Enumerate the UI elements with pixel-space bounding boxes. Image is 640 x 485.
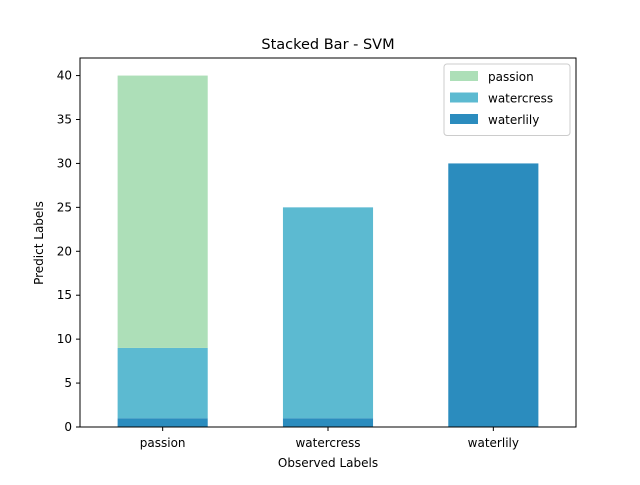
legend-label-watercress: watercress (488, 92, 553, 106)
y-tick-label: 35 (57, 113, 72, 127)
y-tick-label: 40 (57, 69, 72, 83)
y-tick-label: 30 (57, 156, 72, 170)
y-tick-label: 0 (64, 420, 72, 434)
x-tick-label: passion (140, 436, 186, 450)
bar-waterlily-passion (117, 418, 208, 427)
y-axis-label: Predict Labels (32, 201, 46, 285)
x-tick-label: waterlily (468, 436, 519, 450)
y-tick-label: 10 (57, 332, 72, 346)
legend-swatch-waterlily (450, 114, 478, 124)
bar-watercress-passion (117, 347, 208, 419)
legend-label-passion: passion (488, 70, 534, 84)
legend: passion watercress waterlily (443, 63, 571, 136)
legend-label-waterlily: waterlily (488, 113, 539, 127)
y-tick-label: 20 (57, 244, 72, 258)
bar-passion-passion (117, 75, 208, 348)
y-tick-label: 5 (64, 376, 72, 390)
y-tick-label: 25 (57, 200, 72, 214)
bar-waterlily-watercress (282, 418, 374, 427)
bar-waterlily-waterlily (448, 163, 539, 427)
y-tick-label: 15 (57, 288, 72, 302)
x-tick-label: watercress (295, 436, 360, 450)
bar-watercress-watercress (282, 207, 374, 419)
chart-title: Stacked Bar - SVM (261, 37, 394, 53)
legend-swatch-watercress (450, 92, 478, 103)
x-axis-label: Observed Labels (278, 456, 378, 470)
axes-layer: 0 5 10 15 20 25 30 35 40 passion watercress waterli… (57, 57, 577, 450)
legend-swatch-passion (450, 71, 478, 81)
bars-layer (117, 75, 539, 427)
